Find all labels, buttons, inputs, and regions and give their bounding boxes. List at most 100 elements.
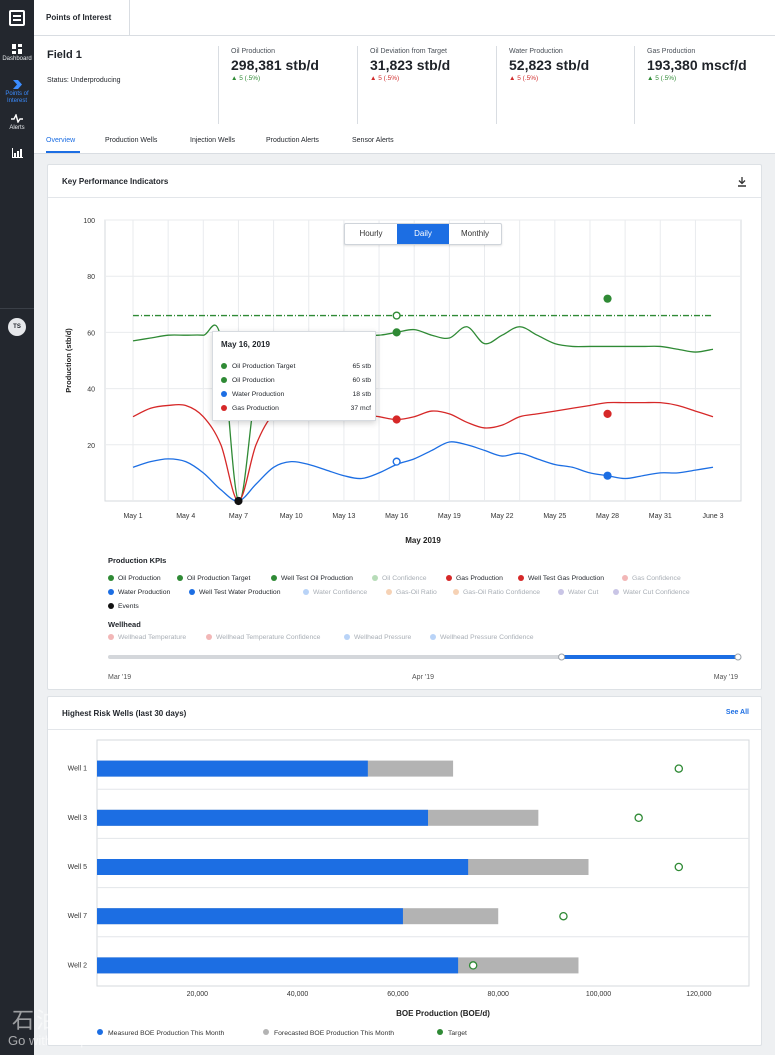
legend-item[interactable]: Wellhead Temperature Confidence [206, 634, 320, 641]
series-line-water-production[interactable] [132, 441, 714, 502]
sidebar: Dashboard Points of Interest Alerts TS [0, 0, 34, 1055]
marker-oil-production-target[interactable] [392, 311, 401, 320]
target-marker[interactable] [634, 813, 643, 823]
kpi-oil-deviation: Oil Deviation from Target 31,823 stb/d ▲… [357, 46, 495, 124]
tooltip-value: 18 stb [352, 391, 371, 398]
legend-label: Gas-Oil Ratio [396, 589, 437, 596]
production-line-chart: 20 40 60 80 100 May 1 May 4 May 7 May 10 May 13 Ma… [64, 218, 742, 545]
legend-dot [303, 589, 309, 595]
legend-dot [622, 575, 628, 581]
app-logo-icon[interactable] [9, 10, 25, 26]
legend-item[interactable]: Well Test Oil Production [271, 575, 353, 582]
marker-water-production[interactable] [392, 457, 401, 466]
legend-item[interactable]: Gas Confidence [622, 575, 681, 582]
kpi-water-production: Water Production 52,823 stb/d ▲ 5 (.5%) [496, 46, 634, 124]
x-tick-label: 100,000 [586, 991, 611, 998]
legend-dot [221, 405, 227, 411]
tooltip-row: Oil Production Target 65 stb [221, 363, 371, 370]
legend-item[interactable]: Events [108, 603, 139, 610]
bar-measured[interactable] [97, 859, 469, 875]
legend-item[interactable]: Wellhead Pressure Confidence [430, 634, 534, 641]
legend-item[interactable]: Gas Production [446, 575, 503, 582]
toggle-daily[interactable]: Daily [397, 224, 449, 244]
legend-label: Wellhead Temperature Confidence [216, 634, 321, 641]
kpi-delta: ▲ 5 (.5%) [370, 75, 400, 82]
kpi-gas-production: Gas Production 193,380 mscf/d ▲ 5 (.5%) [634, 46, 772, 124]
field-status: Status: Underproducing [47, 77, 121, 84]
legend-label: Forecasted BOE Production This Month [274, 1030, 394, 1037]
bar-measured[interactable] [97, 908, 403, 925]
legend-label: Well Test Gas Production [528, 575, 605, 582]
range-handle-end[interactable] [734, 653, 742, 661]
tooltip-label: Oil Production [232, 377, 275, 384]
marker-well-test-water-production[interactable] [603, 471, 612, 480]
range-handle-start[interactable] [558, 653, 566, 661]
tab-production-wells[interactable]: Production Wells [105, 137, 158, 144]
risk-wells-title: Highest Risk Wells (last 30 days) [62, 709, 187, 718]
range-label-mid: Apr '19 [412, 674, 434, 681]
tooltip-value: 60 stb [352, 377, 371, 384]
tooltip-row: Oil Production 60 stb [221, 377, 371, 384]
date-range-slider[interactable]: Mar '19 Apr '19 May '19 [47, 650, 762, 686]
legend-item[interactable]: Wellhead Pressure [344, 634, 411, 641]
sidebar-item-dashboard[interactable]: Dashboard [0, 44, 34, 63]
legend-label: Well Test Water Production [199, 589, 281, 596]
legend-label: Wellhead Pressure Confidence [440, 634, 534, 641]
legend-item[interactable]: Oil Confidence [372, 575, 427, 582]
tab-overview[interactable]: Overview [46, 137, 76, 144]
legend-dot [386, 589, 392, 595]
bar-measured[interactable] [97, 957, 459, 974]
legend-item[interactable]: Water Production [108, 589, 170, 596]
legend-item[interactable]: Gas-Oil Ratio [386, 589, 437, 596]
tab-sensor-alerts[interactable]: Sensor Alerts [352, 137, 394, 144]
plot-area [104, 219, 742, 502]
target-marker[interactable] [559, 911, 568, 921]
see-all-link[interactable]: See All [725, 709, 749, 716]
legend-dot [613, 589, 619, 595]
chart-tooltip: May 16, 2019 Oil Production Target 65 stb… [212, 331, 376, 421]
chevron-right-icon [13, 80, 22, 89]
sidebar-divider [0, 308, 34, 309]
legend-item[interactable]: Well Test Water Production [189, 589, 280, 596]
series-line-gas-production[interactable] [132, 401, 714, 502]
range-label-end: May '19 [714, 674, 738, 681]
target-marker[interactable] [468, 961, 478, 970]
tab-production-alerts[interactable]: Production Alerts [266, 137, 319, 144]
toggle-monthly[interactable]: Monthly [460, 229, 489, 238]
legend-item[interactable]: Gas-Oil Ratio Confidence [453, 589, 540, 596]
legend-item[interactable]: Well Test Gas Production [518, 575, 604, 582]
legend-label: Wellhead Pressure [354, 634, 412, 641]
marker-well-test-gas-production[interactable] [603, 409, 612, 418]
legend-dot [97, 1029, 103, 1035]
tab-points-of-interest[interactable]: Points of Interest [34, 0, 130, 36]
category-label: Well 7 [68, 913, 87, 920]
sidebar-item-points-of-interest[interactable]: Points of Interest [0, 80, 34, 105]
marker-gas-production[interactable] [392, 415, 401, 424]
legend-item[interactable]: Water Cut Confidence [613, 589, 690, 596]
avatar[interactable]: TS [8, 318, 26, 336]
target-marker[interactable] [674, 862, 684, 872]
marker-oil-production[interactable] [392, 328, 401, 337]
marker-well-test-oil-production[interactable] [603, 294, 612, 303]
target-marker[interactable] [674, 764, 684, 773]
marker-events[interactable] [234, 496, 243, 506]
toggle-hourly[interactable]: Hourly [359, 229, 383, 238]
kpi-delta: ▲ 5 (.5%) [647, 75, 677, 82]
legend-item[interactable]: Oil Production [108, 575, 161, 582]
download-icon[interactable] [737, 177, 747, 187]
legend-dot [372, 575, 378, 581]
legend-dot [453, 589, 459, 595]
sidebar-item-analytics[interactable] [0, 148, 34, 160]
legend-item[interactable]: Water Cut [558, 589, 598, 596]
legend-dot [206, 634, 212, 640]
bar-measured[interactable] [97, 809, 429, 826]
legend-label: Oil Confidence [382, 575, 427, 582]
sidebar-item-alerts[interactable]: Alerts [0, 114, 34, 132]
bar-measured[interactable] [97, 760, 368, 777]
legend-label: Water Production [118, 589, 171, 596]
legend-item[interactable]: Oil Production Target [177, 575, 250, 582]
legend-item[interactable]: Wellhead Temperature [108, 634, 186, 641]
tab-injection-wells[interactable]: Injection Wells [190, 137, 236, 144]
kpi-value: 31,823 stb/d [370, 57, 451, 73]
legend-item[interactable]: Water Confidence [303, 589, 367, 596]
